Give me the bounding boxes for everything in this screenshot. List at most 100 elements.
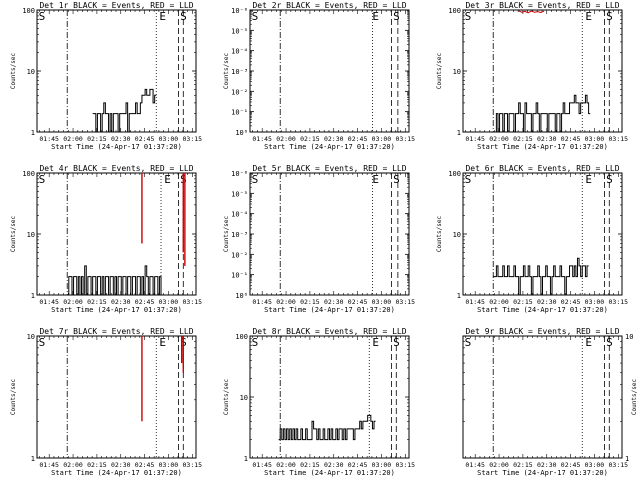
x-tick-label: 02:30 <box>324 298 344 306</box>
x-tick-label: 02:30 <box>111 135 131 143</box>
x-tick-label: 02:45 <box>135 461 155 469</box>
y-tick-label: 10⁻⁵ <box>231 27 248 35</box>
x-tick-label: 02:15 <box>513 298 533 306</box>
y-tick-label: 1 <box>457 292 461 300</box>
plot-frame <box>249 172 410 296</box>
x-tick-label: 03:15 <box>183 461 203 469</box>
panel-4: Det 4r BLACK = Events, RED = LLD Counts/s… <box>10 164 202 314</box>
x-tick-label: 03:15 <box>396 135 416 143</box>
x-axis-label: Start Time (24-Apr-17 01:37:20) <box>264 469 395 477</box>
marker-s-label: S <box>39 336 46 349</box>
x-tick-label: 02:00 <box>63 461 83 469</box>
x-tick-label: 02:30 <box>111 298 131 306</box>
y-tick-label: 10⁻⁶ <box>231 170 248 178</box>
x-tick-label: 02:30 <box>111 461 131 469</box>
marker-s-label: S <box>465 10 472 23</box>
x-axis-label: Start Time (24-Apr-17 01:37:20) <box>477 306 608 314</box>
y-axis-label: Counts/sec <box>436 216 443 253</box>
x-tick-label: 02:00 <box>63 298 83 306</box>
y-axis-label: Counts/sec <box>10 216 17 253</box>
y-tick-label: 10 <box>453 231 461 239</box>
events-series <box>278 414 376 441</box>
x-tick-label: 03:00 <box>372 461 392 469</box>
x-tick-label: 02:45 <box>348 461 368 469</box>
x-tick-label: 03:00 <box>585 298 605 306</box>
y-axis-label: Counts/sec <box>631 379 638 416</box>
x-tick-label: 02:00 <box>276 135 296 143</box>
marker-e-label: E <box>585 10 592 23</box>
marker-s-label: S <box>465 336 472 349</box>
marker-e-label: E <box>159 336 166 349</box>
x-tick-label: 03:15 <box>396 461 416 469</box>
x-tick-label: 02:00 <box>489 298 509 306</box>
x-tick-label: 02:30 <box>324 461 344 469</box>
panel-7: Det 7r BLACK = Events, RED = LLD Counts/s… <box>10 327 202 477</box>
y-tick-label: 100 <box>235 333 248 341</box>
plot-frame <box>462 335 623 459</box>
y-tick-label: 10⁻¹ <box>231 109 248 117</box>
x-tick-label: 03:15 <box>609 461 629 469</box>
x-tick-label: 01:45 <box>252 298 272 306</box>
x-tick-label: 02:45 <box>348 135 368 143</box>
x-tick-label: 01:45 <box>39 298 59 306</box>
x-tick-label: 01:45 <box>252 461 272 469</box>
panel-title: Det 1r BLACK = Events, RED = LLD <box>39 1 193 10</box>
y-tick-label: 1 <box>31 129 35 137</box>
y-tick-label: 10⁰ <box>235 292 248 300</box>
y-tick-label: 10 <box>27 333 35 341</box>
panel-title: Det 6r BLACK = Events, RED = LLD <box>465 164 619 173</box>
y-tick-label: 1 <box>31 292 35 300</box>
marker-s-label: S <box>393 10 400 23</box>
y-tick-label: 10 <box>27 231 35 239</box>
marker-e-label: E <box>372 336 379 349</box>
plot-frame <box>249 9 410 133</box>
marker-s-label: S <box>252 336 259 349</box>
x-tick-label: 02:00 <box>489 461 509 469</box>
y-tick-label: 10⁻¹ <box>231 272 248 280</box>
y-tick-label: 10⁻⁵ <box>231 190 248 198</box>
x-axis-label: Start Time (24-Apr-17 01:37:20) <box>264 143 395 151</box>
lld-series <box>518 10 545 14</box>
marker-s-label: S <box>180 10 187 23</box>
x-tick-label: 02:15 <box>87 461 107 469</box>
y-tick-label: 10 <box>453 68 461 76</box>
panel-title: Det 5r BLACK = Events, RED = LLD <box>252 164 406 173</box>
marker-e-label: E <box>585 336 592 349</box>
plot-frame <box>36 335 197 459</box>
y-tick-label: 10⁻⁴ <box>231 211 248 219</box>
x-tick-label: 03:00 <box>159 135 179 143</box>
x-tick-label: 02:30 <box>537 298 557 306</box>
panel-8: Det 8r BLACK = Events, RED = LLD Counts/s… <box>223 327 415 477</box>
x-tick-label: 01:45 <box>465 135 485 143</box>
x-tick-label: 02:45 <box>561 461 581 469</box>
panel-3: Det 3r BLACK = Events, RED = LLD Counts/s… <box>436 1 628 151</box>
x-axis-label: Start Time (24-Apr-17 01:37:20) <box>264 306 395 314</box>
marker-s-label: S <box>606 10 613 23</box>
y-tick-label: 1 <box>625 455 629 463</box>
panel-6: Det 6r BLACK = Events, RED = LLD Counts/s… <box>436 164 628 314</box>
events-series <box>92 88 157 133</box>
panel-1: Det 1r BLACK = Events, RED = LLD Counts/s… <box>10 1 202 151</box>
y-axis-label: Counts/sec <box>436 53 443 90</box>
panel-title: Det 3r BLACK = Events, RED = LLD <box>465 1 619 10</box>
marker-e-label: E <box>585 173 592 186</box>
y-tick-label: 10 <box>27 68 35 76</box>
events-series <box>65 265 163 296</box>
x-axis-label: Start Time (24-Apr-17 01:37:20) <box>51 469 182 477</box>
y-axis-label: Counts/sec <box>10 379 17 416</box>
x-tick-label: 01:45 <box>39 461 59 469</box>
x-tick-label: 02:15 <box>87 298 107 306</box>
x-axis-label: Start Time (24-Apr-17 01:37:20) <box>477 469 608 477</box>
x-tick-label: 03:00 <box>585 461 605 469</box>
x-tick-label: 02:15 <box>513 461 533 469</box>
y-axis-label: Counts/sec <box>10 53 17 90</box>
x-tick-label: 02:30 <box>537 135 557 143</box>
y-tick-label: 10⁻⁴ <box>231 48 248 56</box>
x-tick-label: 03:15 <box>183 135 203 143</box>
events-series <box>493 94 591 133</box>
x-tick-label: 03:15 <box>609 298 629 306</box>
marker-s-label: S <box>252 173 259 186</box>
x-tick-label: 03:00 <box>372 298 392 306</box>
x-tick-label: 03:15 <box>609 135 629 143</box>
